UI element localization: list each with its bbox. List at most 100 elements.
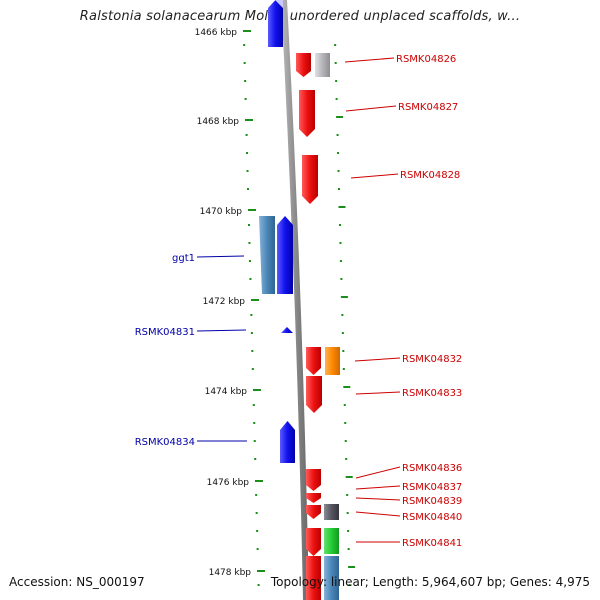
cds-ggt1[interactable]: [259, 216, 275, 294]
leader-line: [355, 497, 401, 501]
gene-label-rsmk04841[interactable]: RSMK04841: [402, 538, 462, 549]
scale-dot-left: [252, 404, 255, 406]
topology-summary: Topology: linear; Length: 5,964,607 bp; …: [270, 575, 590, 589]
gene-label-rsmk04833[interactable]: RSMK04833: [402, 388, 462, 399]
scale-dots: [243, 44, 356, 586]
scale-dot-left: [246, 170, 249, 172]
scale-dot-right: [344, 422, 347, 424]
scale-dot-left: [243, 62, 246, 64]
scale-dot-right: [340, 278, 343, 280]
gene-label-rsmk04827[interactable]: RSMK04827: [398, 102, 458, 113]
scale-dot-right: [338, 188, 341, 190]
scale-dot-right: [343, 404, 346, 406]
gene-rsmk04839[interactable]: [306, 505, 321, 519]
scale-dot-right: [345, 458, 348, 460]
scale-dot-left: [253, 422, 256, 424]
gene-rsmk04831[interactable]: [281, 327, 293, 333]
scale-dot-right: [343, 386, 351, 388]
scale-dot-right: [342, 368, 345, 370]
scale-tick-label: 1468 kbp: [197, 117, 240, 127]
scale-dot-right: [345, 476, 353, 478]
scale-dot-right: [348, 584, 351, 586]
gene-rsmk04826[interactable]: [296, 53, 311, 77]
gene-label-rsmk04837[interactable]: RSMK04837: [402, 482, 462, 493]
cds-rsmk04826[interactable]: [315, 53, 330, 77]
scale-dot-right: [348, 566, 356, 568]
scale-dot-left: [256, 548, 259, 550]
scale-dot-left: [244, 80, 247, 82]
label-layer: RSMK04826 RSMK04827 RSMK04828 RSMK04832 RSMK…: [135, 54, 463, 549]
scale-dot-right: [341, 332, 344, 334]
cds-rsmk04841[interactable]: [324, 528, 339, 554]
gene-rsmk04832[interactable]: [306, 347, 321, 375]
scale-dot-right: [337, 152, 340, 154]
scale-dot-left: [255, 494, 258, 496]
scale-dot-right: [335, 98, 338, 100]
leader-line: [355, 511, 401, 517]
scale-dot-left: [256, 530, 259, 532]
leader-line: [196, 255, 245, 258]
leader-line: [354, 357, 401, 362]
gene-rsmk04841[interactable]: [306, 528, 321, 556]
scale-dot-left: [250, 314, 253, 316]
leader-line: [345, 105, 397, 112]
gene-rsmk04836[interactable]: [306, 469, 321, 491]
scale-dot-left: [249, 278, 252, 280]
gene-label-rsmk04834[interactable]: RSMK04834: [135, 437, 195, 448]
scale-dot-left: [254, 458, 257, 460]
gene-ggt1[interactable]: [277, 216, 293, 294]
leader-line: [355, 391, 401, 395]
gene-label-rsmk04831[interactable]: RSMK04831: [135, 327, 195, 338]
gene-label-rsmk04832[interactable]: RSMK04832: [402, 354, 462, 365]
scale-dot-left: [253, 440, 256, 442]
scale-dot-right: [347, 530, 350, 532]
scale-tick-label: 1466 kbp: [195, 28, 238, 38]
scale-dot-right: [341, 314, 344, 316]
scale-dot-left: [247, 188, 250, 190]
scale-dot-left: [251, 368, 254, 370]
chromosome-backbone: [281, 0, 309, 600]
scale-dot-right: [339, 260, 342, 262]
cds-rsmk04840[interactable]: [324, 504, 339, 520]
scale-dot-left: [248, 260, 251, 262]
gene-label-rsmk04840[interactable]: RSMK04840: [402, 512, 462, 523]
gene-label-rsmk04836[interactable]: RSMK04836: [402, 463, 462, 474]
scale-dot-left: [243, 44, 246, 46]
scale-dot-right: [339, 242, 342, 244]
scale-dot-left: [248, 242, 251, 244]
gene-label-rsmk04826[interactable]: RSMK04826: [396, 54, 456, 65]
gene-bottom-steel[interactable]: [324, 556, 339, 600]
tick-layer: 1466 kbp 1468 kbp 1470 kbp 1472 kbp 1474 kbp…: [195, 28, 265, 578]
scale-dot-left: [250, 332, 253, 334]
scale-dot-left: [245, 134, 248, 136]
scale-dot-right: [344, 440, 347, 442]
scale-dot-right: [338, 206, 346, 208]
gene-bottom-red[interactable]: [306, 556, 321, 600]
scale-dot-right: [346, 494, 349, 496]
leader-line: [355, 466, 401, 479]
leader-line: [350, 173, 399, 179]
gene-label-rsmk04828[interactable]: RSMK04828: [400, 170, 460, 181]
scale-dot-right: [346, 512, 349, 514]
gene-rsmk04837[interactable]: [306, 493, 321, 503]
map-title: Ralstonia solanacearum MolK2 unordered u…: [79, 9, 521, 24]
gene-rsmk04827[interactable]: [299, 90, 315, 137]
gene-label-rsmk04839[interactable]: RSMK04839: [402, 496, 462, 507]
gene-rsmk04828[interactable]: [302, 155, 318, 204]
gene-reverse-top-fade[interactable]: [268, 0, 283, 8]
scale-tick-label: 1474 kbp: [205, 387, 248, 397]
gene-label-ggt1[interactable]: ggt1: [172, 253, 195, 264]
gene-reverse-top[interactable]: [268, 0, 283, 47]
gene-layer: [259, 0, 340, 600]
gene-rsmk04834[interactable]: [280, 421, 295, 463]
scale-dot-right: [334, 44, 337, 46]
scale-tick-label: 1476 kbp: [207, 478, 250, 488]
gene-rsmk04833[interactable]: [306, 376, 322, 413]
leader-line: [355, 485, 401, 490]
cds-rsmk04832[interactable]: [325, 347, 340, 375]
scale-dot-right: [337, 170, 340, 172]
leader-line: [344, 57, 395, 63]
scale-dot-right: [334, 62, 337, 64]
scale-tick-label: 1472 kbp: [203, 297, 246, 307]
